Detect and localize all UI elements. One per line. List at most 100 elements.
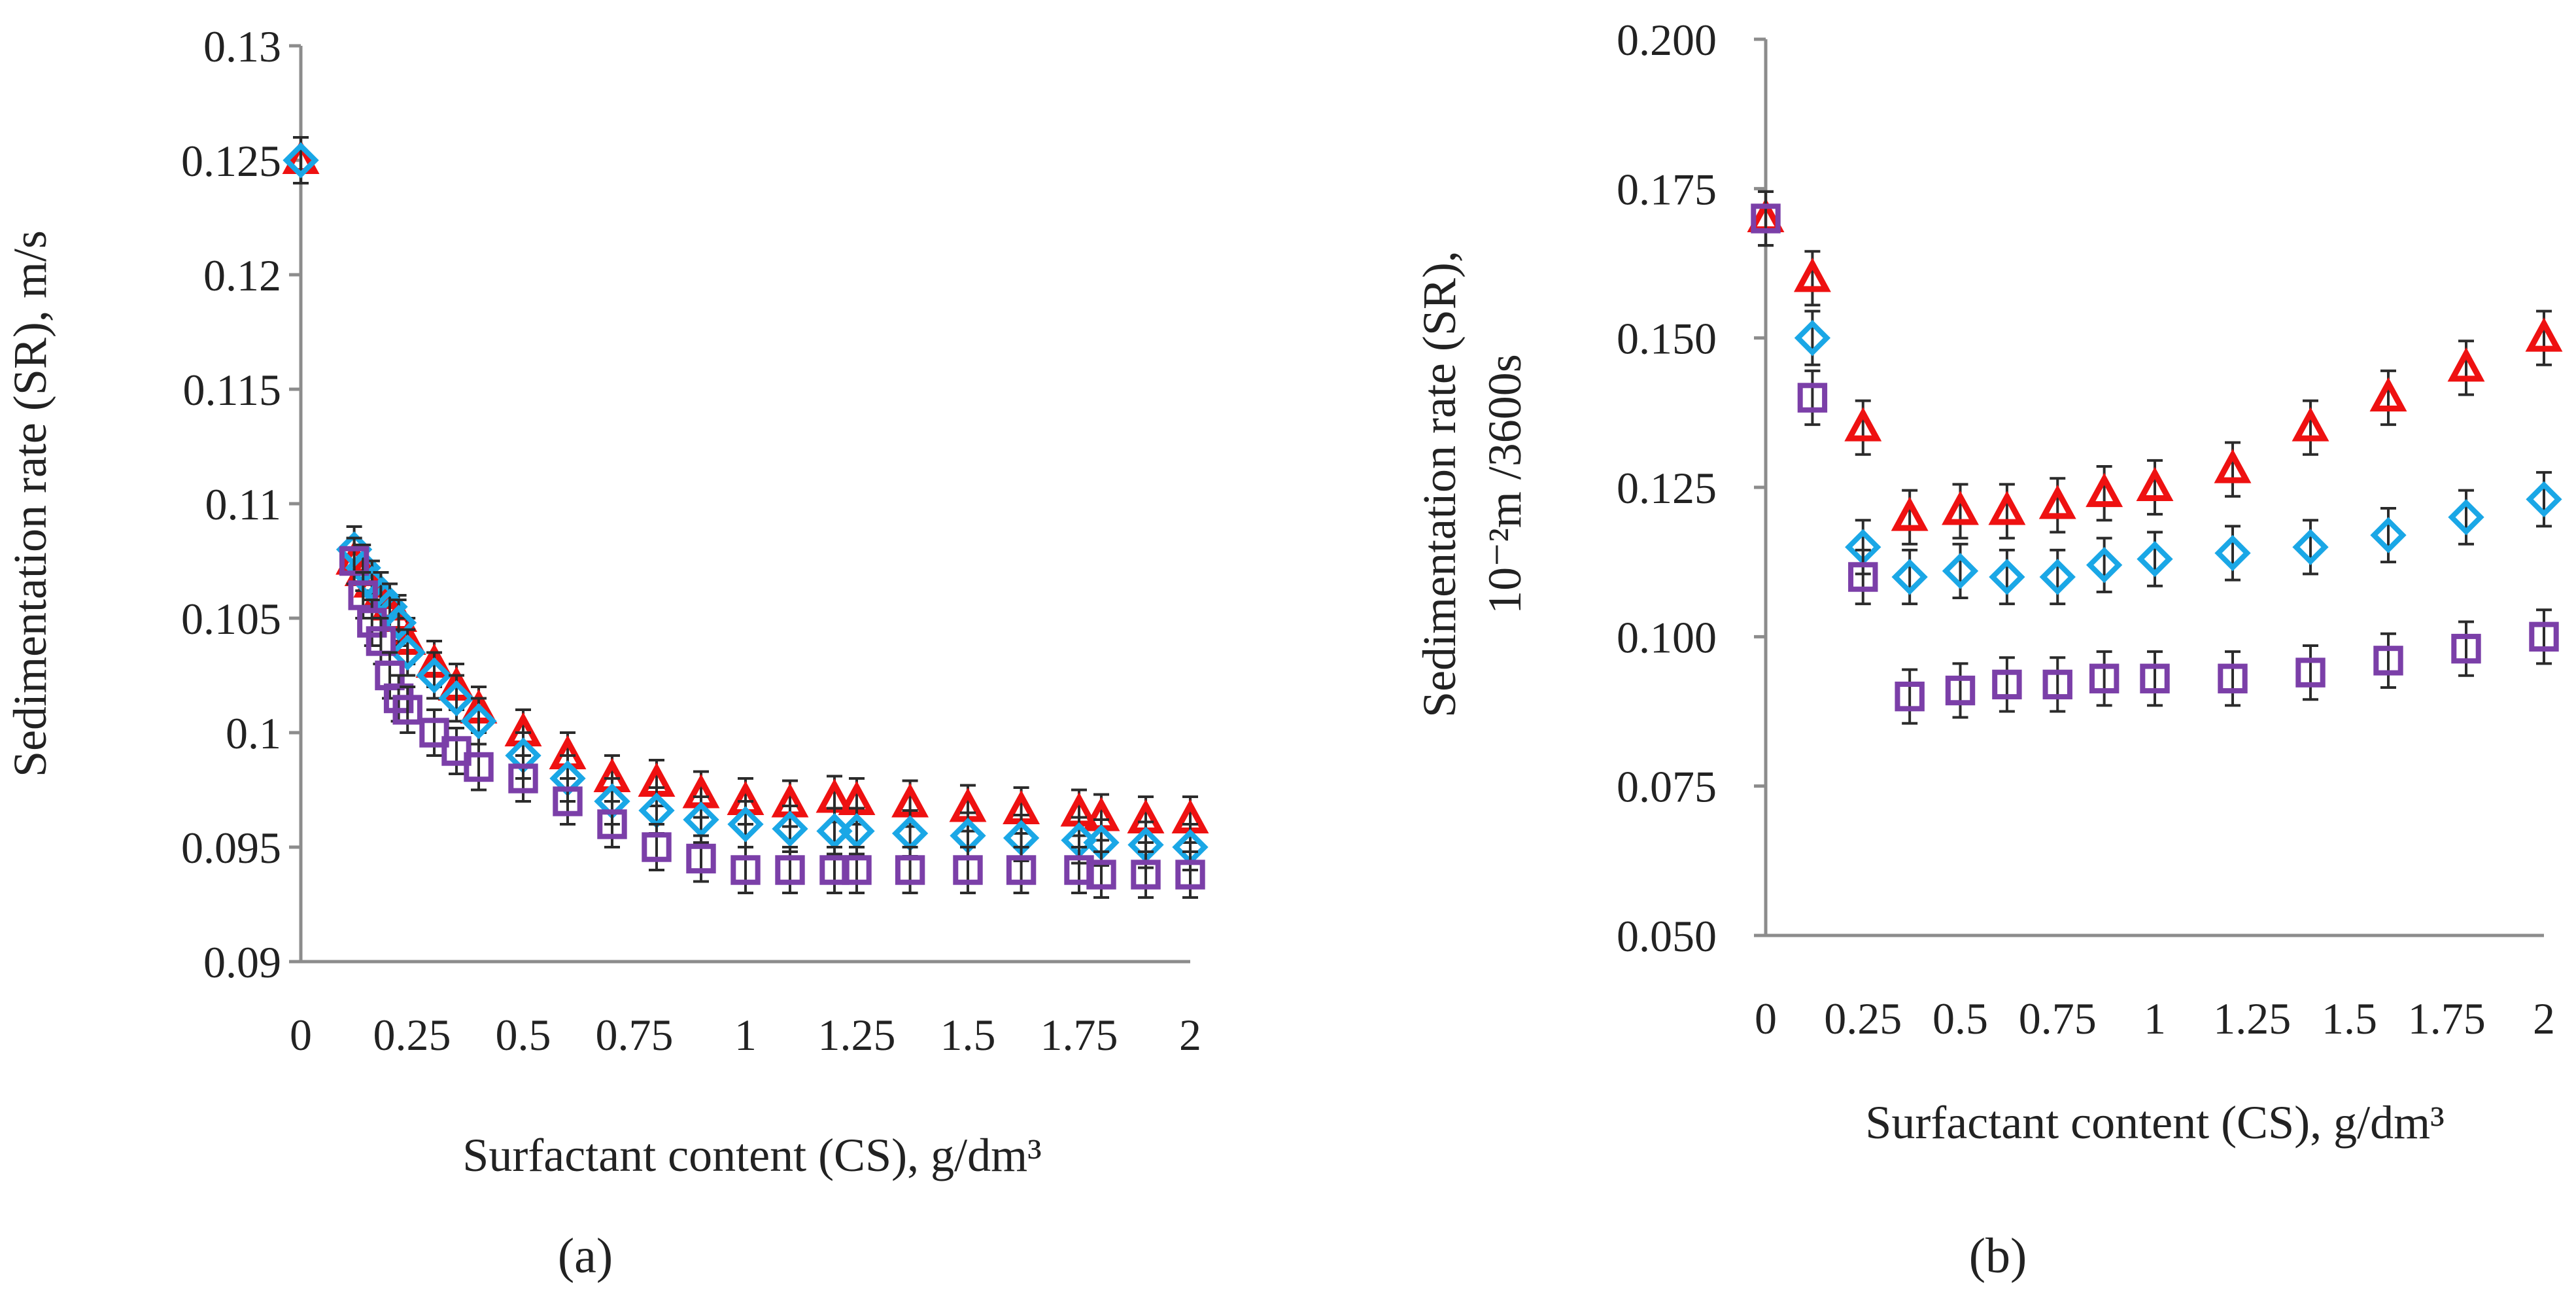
x-tick-label: 1.25 [818, 1010, 896, 1060]
y-tick-label: 0.100 [1617, 612, 1717, 662]
data-point-square [392, 695, 422, 725]
error-bar [1902, 548, 1918, 606]
data-point-square [895, 855, 925, 885]
x-tick-label: 0.75 [596, 1010, 674, 1060]
y-tick-label: 0.11 [205, 479, 281, 529]
data-point-triangle [1891, 497, 1929, 531]
error-bar [2147, 650, 2163, 707]
error-bar [902, 846, 918, 894]
data-point-square [1175, 860, 1205, 890]
data-point-diamond [727, 806, 764, 843]
x-tick-label: 1.5 [940, 1010, 996, 1060]
series-diamond [1794, 309, 2562, 606]
error-bar [2458, 489, 2474, 546]
data-point-square [1751, 203, 1781, 234]
error-bar [400, 686, 416, 734]
data-point-square [2042, 669, 2072, 700]
error-bar [2147, 531, 2163, 587]
error-bar [2303, 644, 2318, 701]
x-axis-title: Surfactant content (CS), g/dm³ [1865, 1096, 2444, 1149]
error-bar [1952, 542, 1968, 599]
error-bar [960, 846, 976, 894]
series-square [339, 536, 1205, 899]
data-point-diamond [838, 812, 875, 850]
data-point-diamond [1891, 559, 1928, 595]
y-tick-label: 0.150 [1617, 314, 1717, 364]
data-point-square [2089, 663, 2120, 693]
data-point-square [953, 855, 983, 885]
y-tick-label: 0.12 [203, 251, 281, 300]
y-tick-label: 0.13 [203, 22, 281, 71]
y-tick-label: 0.115 [183, 365, 281, 415]
error-bar [1855, 548, 1871, 606]
data-point-square [597, 809, 627, 839]
data-point-diamond [2448, 499, 2484, 536]
error-bar [782, 846, 798, 894]
data-point-square [1797, 383, 1828, 413]
data-point-square [508, 763, 538, 793]
data-point-triangle [2292, 407, 2329, 442]
x-tick-label: 2 [2533, 994, 2555, 1043]
panel-a-label: (a) [558, 1229, 613, 1283]
data-point-square [357, 608, 387, 638]
y-axis-title: Sedimentation rate (SR), [1413, 251, 1466, 718]
error-bar [1999, 656, 2015, 713]
data-point-diamond [2292, 529, 2329, 565]
error-bar [2096, 650, 2112, 707]
y-tick-label: 0.175 [1617, 164, 1717, 214]
series-diamond [283, 136, 1209, 871]
error-bar [849, 846, 865, 894]
error-bar [1071, 846, 1087, 894]
y-axis-title: Sedimentation rate (SR), m/s [4, 230, 56, 777]
y-tick-label: 0.105 [181, 594, 281, 644]
data-point-square [464, 752, 494, 782]
error-bar [1093, 850, 1109, 899]
error-bar [1804, 369, 1821, 427]
data-point-triangle [2038, 484, 2076, 519]
data-point-diamond [380, 604, 417, 641]
error-bar [1902, 668, 1918, 725]
error-bar [2050, 656, 2066, 713]
series-triangle [1747, 190, 2563, 546]
y-axis-title-unit: 10⁻²m /3600s [1479, 354, 1531, 614]
data-point-diamond [460, 703, 497, 740]
y-tick-label: 0.200 [1617, 15, 1717, 65]
x-tick-label: 0.25 [373, 1010, 451, 1060]
y-tick-label: 0.09 [203, 937, 281, 987]
data-point-triangle [2086, 472, 2123, 508]
data-point-diamond [1942, 553, 1979, 589]
error-bar [560, 777, 575, 826]
data-point-square [1945, 675, 1976, 706]
data-point-square [730, 855, 761, 885]
data-point-diamond [683, 801, 719, 838]
error-bar [1013, 846, 1029, 894]
x-tick-label: 0 [290, 1010, 312, 1060]
data-point-square [366, 626, 396, 656]
error-bar [1182, 850, 1198, 899]
y-tick-label: 0.095 [181, 823, 281, 873]
error-bar [2536, 608, 2552, 665]
data-point-diamond [2086, 547, 2123, 584]
data-point-triangle [1793, 257, 1831, 292]
y-tick-label: 0.050 [1617, 911, 1717, 961]
data-point-square [686, 843, 716, 874]
data-point-square [775, 855, 805, 885]
data-point-square [2373, 646, 2403, 676]
error-bar [515, 754, 531, 803]
data-point-triangle [2525, 317, 2563, 352]
data-point-square [1895, 681, 1925, 712]
data-point-diamond [438, 680, 475, 717]
data-point-square [441, 736, 472, 766]
data-point-square [419, 718, 449, 748]
y-tick-label: 0.075 [1617, 762, 1717, 812]
error-bar [1804, 309, 1821, 366]
x-tick-label: 1.75 [1040, 1010, 1118, 1060]
data-point-diamond [2137, 540, 2173, 578]
x-tick-label: 1 [2144, 994, 2166, 1043]
x-tick-label: 1.75 [2408, 994, 2486, 1043]
x-tick-label: 0.25 [1824, 994, 1902, 1043]
y-tick-label: 0.125 [181, 136, 281, 186]
error-bar [471, 742, 487, 792]
data-point-triangle [1942, 491, 1979, 525]
data-point-square [2140, 663, 2170, 693]
